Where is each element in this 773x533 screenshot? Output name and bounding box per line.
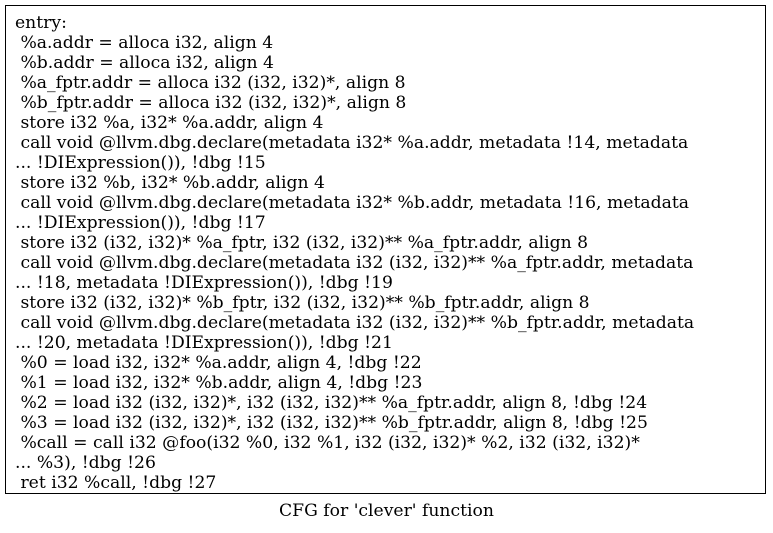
instruction-line: call void @llvm.dbg.declare(metadata i32…	[15, 133, 689, 153]
instruction-line: ret i32 %call, !dbg !27	[15, 473, 217, 493]
instruction-line: %0 = load i32, i32* %a.addr, align 4, !d…	[15, 353, 422, 373]
instruction-continuation: ... !DIExpression()), !dbg !17	[15, 213, 266, 233]
instruction-line: %2 = load i32 (i32, i32)*, i32 (i32, i32…	[15, 393, 648, 413]
graph-caption: CFG for 'clever' function	[279, 501, 494, 521]
instruction-line: %a.addr = alloca i32, align 4	[15, 33, 274, 53]
instruction-list: entry: %a.addr = alloca i32, align 4 %b.…	[15, 13, 694, 493]
instruction-line: store i32 %b, i32* %b.addr, align 4	[15, 173, 325, 193]
instruction-line: store i32 %a, i32* %a.addr, align 4	[15, 113, 324, 133]
instruction-continuation: ... !18, metadata !DIExpression()), !dbg…	[15, 273, 393, 293]
basic-block-entry[interactable]: entry: %a.addr = alloca i32, align 4 %b.…	[5, 5, 766, 494]
instruction-line: store i32 (i32, i32)* %b_fptr, i32 (i32,…	[15, 293, 590, 313]
instruction-line: store i32 (i32, i32)* %a_fptr, i32 (i32,…	[15, 233, 589, 253]
instruction-line: %b.addr = alloca i32, align 4	[15, 53, 274, 73]
instruction-continuation: ... !20, metadata !DIExpression()), !dbg…	[15, 333, 393, 353]
instruction-line: call void @llvm.dbg.declare(metadata i32…	[15, 253, 694, 273]
instruction-line: %3 = load i32 (i32, i32)*, i32 (i32, i32…	[15, 413, 648, 433]
instruction-continuation: ... !DIExpression()), !dbg !15	[15, 153, 266, 173]
instruction-line: call void @llvm.dbg.declare(metadata i32…	[15, 313, 695, 333]
instruction-line: %b_fptr.addr = alloca i32 (i32, i32)*, a…	[15, 93, 407, 113]
instruction-line: %1 = load i32, i32* %b.addr, align 4, !d…	[15, 373, 423, 393]
block-label: entry:	[15, 13, 67, 33]
instruction-line: %call = call i32 @foo(i32 %0, i32 %1, i3…	[15, 433, 640, 453]
instruction-line: call void @llvm.dbg.declare(metadata i32…	[15, 193, 690, 213]
instruction-continuation: ... %3), !dbg !26	[15, 453, 156, 473]
instruction-line: %a_fptr.addr = alloca i32 (i32, i32)*, a…	[15, 73, 406, 93]
